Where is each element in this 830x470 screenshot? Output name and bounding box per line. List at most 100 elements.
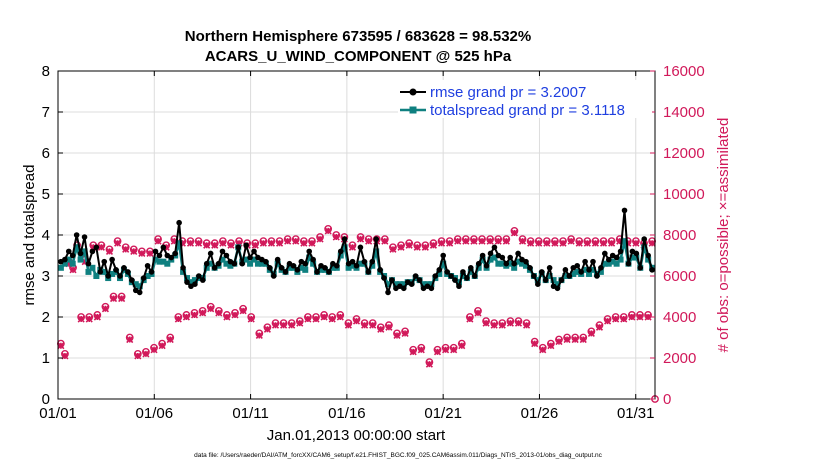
totalspread-point: [73, 244, 80, 251]
obs-assimilated-point: [421, 243, 429, 251]
obs-assimilated-point: [332, 233, 340, 241]
obs-assimilated-point: [356, 235, 365, 243]
totalspread-point: [132, 281, 139, 288]
totalspread-point: [306, 254, 313, 261]
rmse-point: [243, 242, 249, 249]
obs-assimilated-point: [320, 313, 328, 321]
rmse-point: [503, 260, 510, 267]
obs-assimilated-point: [304, 315, 312, 323]
rmse-point: [219, 248, 226, 255]
totalspread-point: [144, 273, 151, 279]
obs-assimilated-point: [433, 348, 442, 356]
rmse-point: [172, 250, 178, 257]
rmse-point: [176, 219, 182, 226]
obs-assimilated-point: [336, 313, 344, 321]
totalspread-point: [633, 254, 640, 261]
totalspread-point: [586, 270, 593, 277]
obs-assimilated-point: [486, 237, 494, 245]
obs-assimilated-point: [207, 305, 215, 313]
obs-assimilated-point: [154, 237, 162, 245]
legend-rmse-marker: [409, 88, 417, 96]
totalspread-point: [479, 256, 486, 263]
footnote: data file: /Users/raeder/DAI/ATM_forcXX/…: [194, 452, 603, 459]
rmse-point: [278, 265, 285, 271]
rmse-point: [617, 248, 624, 255]
totalspread-point: [160, 258, 167, 265]
y-left-tick-label: 4: [42, 227, 50, 244]
obs-assimilated-point: [263, 325, 271, 333]
totalspread-point: [495, 260, 502, 267]
x-tick-label: 01/16: [328, 405, 366, 422]
obs-assimilated-point: [130, 247, 138, 255]
obs-assimilated-point: [401, 329, 409, 337]
obs-assimilated-point: [591, 239, 599, 247]
y-left-tick-label: 5: [42, 186, 50, 203]
rmse-point: [270, 273, 277, 279]
obs-assimilated-point: [271, 321, 280, 329]
rmse-point: [168, 254, 175, 261]
rmse-point: [294, 267, 301, 273]
obs-assimilated-point: [389, 245, 397, 253]
obs-assimilated-point: [109, 294, 118, 303]
obs-assimilated-point: [575, 239, 583, 247]
totalspread-point: [369, 262, 376, 269]
totalspread-point: [400, 281, 407, 288]
totalspread-point: [247, 260, 254, 267]
rmse-point: [562, 267, 569, 273]
obs-assimilated-point: [288, 321, 296, 329]
rmse-point: [81, 234, 88, 240]
totalspread-point: [187, 279, 194, 286]
obs-assimilated-point: [114, 239, 122, 247]
legend-totalspread-label: totalspread grand pr = 3.1118: [430, 102, 625, 119]
totalspread-point: [385, 281, 392, 288]
totalspread-point: [243, 256, 250, 263]
obs-assimilated-point: [628, 313, 636, 321]
rmse-point: [89, 248, 96, 255]
obs-assimilated-point: [555, 338, 563, 346]
rmse-point: [251, 248, 257, 255]
rmse-point: [377, 267, 383, 273]
rmse-point: [148, 269, 155, 275]
rmse-point: [266, 265, 273, 271]
obs-assimilated-point: [296, 319, 304, 327]
totalspread-point: [310, 260, 317, 267]
totalspread-point: [601, 260, 608, 267]
rmse-point: [211, 265, 218, 271]
rmse-point: [140, 275, 147, 281]
obs-assimilated-point: [494, 237, 502, 245]
obs-assimilated-point: [69, 266, 77, 274]
obs-assimilated-point: [308, 239, 316, 247]
obs-assimilated-point: [316, 235, 324, 243]
totalspread-point: [184, 275, 191, 282]
rmse-point: [207, 250, 214, 257]
obs-assimilated-point: [636, 313, 644, 321]
rmse-point: [69, 252, 76, 259]
rmse-point: [235, 244, 242, 251]
obs-assimilated-point: [429, 241, 438, 249]
rmse-point: [62, 256, 68, 263]
obs-assimilated-point: [227, 241, 235, 249]
obs-assimilated-point: [182, 313, 190, 321]
obs-assimilated-point: [369, 321, 377, 329]
rmse-point: [337, 248, 344, 255]
obs-assimilated-point: [571, 335, 579, 344]
obs-assimilated-point: [170, 237, 178, 245]
legend-rmse-label: rmse grand pr = 3.2007: [430, 84, 586, 101]
rmse-point: [471, 273, 478, 279]
y-axis-right: 0 2000 4000 6000 8000 10000 12000 14000 16000: [650, 63, 705, 408]
obs-assimilated-point: [446, 239, 454, 247]
totalspread-point: [152, 256, 159, 263]
rmse-point: [602, 250, 608, 257]
obs-assimilated-point: [365, 237, 373, 245]
obs-assimilated-point: [393, 331, 401, 340]
totalspread-point: [420, 281, 427, 288]
y-left-tick-label: 3: [42, 268, 50, 285]
totalspread-point: [337, 252, 344, 259]
rmse-point: [199, 277, 206, 283]
totalspread-point: [645, 256, 652, 263]
rmse-point: [586, 267, 592, 273]
rmse-point: [440, 252, 447, 259]
rmse-point: [247, 254, 253, 261]
rmse-point: [385, 289, 391, 296]
obs-assimilated-point: [458, 342, 466, 350]
